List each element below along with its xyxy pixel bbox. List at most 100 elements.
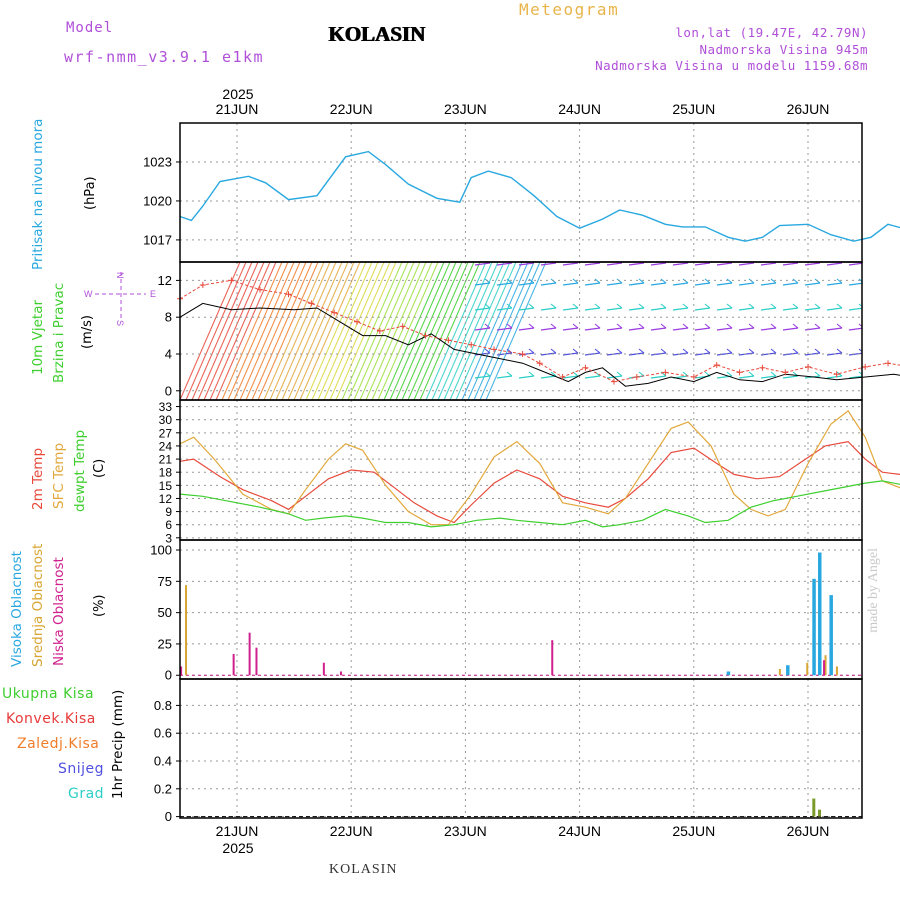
wind-barb: [485, 262, 547, 400]
wind-barb: [496, 307, 513, 311]
wind-barb: [263, 262, 325, 400]
wind-barb: [660, 323, 667, 329]
wind-gust-marker: [713, 362, 720, 369]
wind-gust-marker: [759, 364, 766, 371]
wind-gust-marker: [559, 374, 566, 380]
wind-barb: [628, 282, 645, 286]
wind-barb: [562, 327, 579, 331]
wind-barb: [694, 327, 711, 331]
model-label: Model: [66, 20, 114, 36]
temperature-tick-label: 12: [159, 492, 173, 506]
wind-barb: [738, 352, 755, 356]
wind-gust-marker: [633, 374, 640, 380]
bottom-day-label: 23JUN: [444, 823, 487, 839]
wind-barb: [804, 307, 821, 311]
wind-barb: [682, 323, 689, 329]
wind-barb: [616, 303, 623, 309]
wind-gust-marker: [256, 286, 263, 293]
wind-barb: [726, 303, 733, 309]
wind-barb: [726, 278, 733, 284]
wind-barb: [672, 262, 689, 266]
wind-barb: [672, 282, 689, 286]
wind-barb: [484, 371, 491, 377]
wind-barb: [760, 307, 777, 311]
wind-barb: [616, 371, 623, 377]
wind-barb: [359, 262, 421, 400]
wind-gust-marker: [354, 318, 361, 325]
wind-barb: [474, 375, 491, 379]
wind-barb: [694, 282, 711, 286]
station-elevation: Nadmorska Visina 945m: [699, 42, 868, 57]
cloud-bar: [255, 647, 258, 676]
wind-barb: [540, 262, 557, 266]
wind-barb: [496, 327, 513, 331]
legend-hail: Grad: [68, 786, 105, 802]
wind-barb: [638, 278, 645, 284]
wind-barb: [584, 352, 601, 356]
wind-barb: [474, 262, 491, 266]
wind-barb: [748, 371, 755, 377]
wind-barb: [203, 262, 265, 400]
wind-barb: [239, 262, 301, 400]
wind-speed-line: [179, 302, 900, 387]
wind-barb: [572, 348, 579, 354]
wind-barb: [738, 327, 755, 331]
precip-tick-label: 0.6: [154, 726, 172, 741]
wind-barb: [660, 278, 667, 284]
wind-barb: [726, 323, 733, 329]
temperature-tick-label: 33: [159, 400, 173, 414]
wind-barb: [716, 282, 733, 286]
wind-barb: [716, 262, 733, 266]
wind-barb: [479, 262, 541, 400]
wind-barb: [694, 307, 711, 311]
cloud-panel-frame: [179, 539, 863, 680]
wind-barb: [770, 278, 777, 284]
top-day-label: 21JUN: [216, 101, 259, 117]
wind-barb: [484, 323, 491, 329]
cloud-bar: [322, 662, 325, 676]
wind-barb: [704, 348, 711, 354]
wind-barb: [814, 371, 821, 377]
wind-barb: [540, 307, 557, 311]
wind-barb: [726, 348, 733, 354]
wind-barb: [474, 352, 491, 356]
wind-barb: [628, 327, 645, 331]
wind-barb: [550, 303, 557, 309]
wind-barb: [562, 375, 579, 379]
wind-gust-marker: [662, 369, 669, 376]
wind-barb: [287, 262, 349, 400]
top-year-label: 2025: [222, 86, 253, 102]
wind-barb: [443, 262, 505, 400]
wind-barb: [584, 375, 601, 379]
wind-barb: [782, 375, 799, 379]
wind-barb: [738, 307, 755, 311]
wind-barb: [672, 307, 689, 311]
temperature-tick-label: 27: [159, 426, 173, 440]
wind-barb: [584, 327, 601, 331]
wind-barb: [540, 352, 557, 356]
wind-barb: [496, 262, 513, 266]
cloud-bar: [232, 653, 235, 676]
wind-barb: [562, 262, 579, 266]
wind-barb: [550, 323, 557, 329]
temperature-panel-frame: [179, 399, 863, 541]
wind-barb: [594, 348, 601, 354]
model-name: wrf-nmm_v3.9.1 e1km: [64, 48, 265, 66]
wind-barb: [377, 262, 439, 400]
cloud-bar: [823, 660, 826, 676]
wind-gust-marker: [491, 346, 498, 353]
compass-south: S: [115, 320, 125, 326]
wind-gust-marker: [862, 363, 869, 370]
wind-barb: [528, 323, 535, 329]
wind-barb: [726, 371, 733, 377]
location-coordinates: lon,lat (19.47E, 42.79N): [675, 25, 868, 40]
wind-barb: [281, 262, 343, 400]
cloud-bar: [786, 665, 790, 676]
wind-barb: [584, 307, 601, 311]
wind-barb: [782, 327, 799, 331]
wind-barb: [814, 278, 821, 284]
wind-barb: [341, 262, 403, 400]
wind-barb: [782, 262, 799, 266]
wind-barb: [293, 262, 355, 400]
wind-gust-marker: [690, 374, 697, 380]
